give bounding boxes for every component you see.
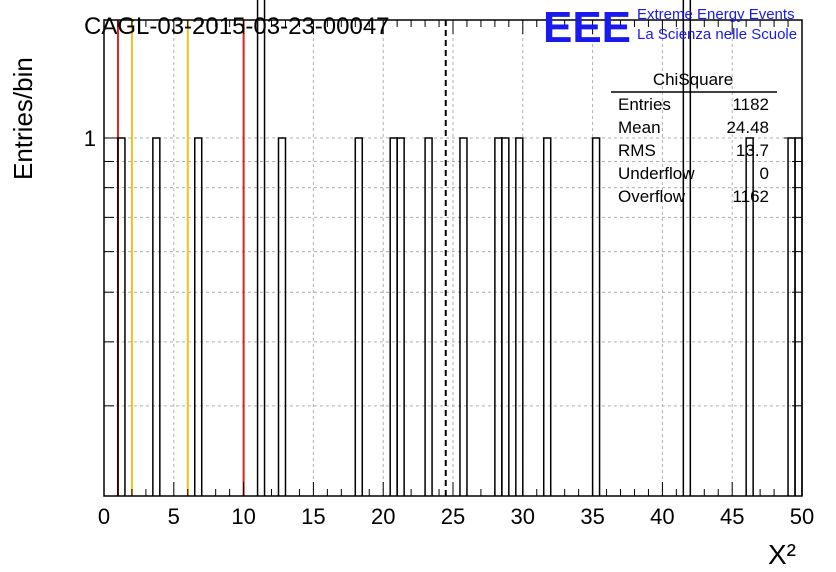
stats-row-label: Mean: [618, 118, 661, 137]
histogram-bar: [277, 137, 287, 496]
y-tick-labels: 1: [84, 126, 96, 151]
stats-row-value: 1162: [732, 187, 769, 206]
histogram-bar: [193, 137, 203, 496]
x-axis-label: X²: [768, 539, 796, 570]
x-tick-label: 10: [231, 504, 255, 529]
histogram-bar: [396, 137, 405, 496]
chart-title: CAGL-03-2015-03-23-00047: [84, 13, 390, 40]
x-tick-label: 45: [720, 504, 744, 529]
logo-line-2: La Scienza nelle Scuole: [637, 26, 797, 43]
x-tick-label: 25: [441, 504, 465, 529]
histogram-bar: [494, 137, 503, 496]
stats-title: ChiSquare: [653, 70, 733, 89]
y-tick-label: 1: [84, 126, 96, 151]
stats-row-value: 0: [760, 164, 769, 183]
axis-ticks: [103, 20, 803, 497]
histogram-bar: [787, 137, 796, 496]
histogram-bar: [256, 0, 266, 496]
stats-row-value: 24.48: [726, 118, 769, 137]
x-tick-label: 15: [301, 504, 325, 529]
stats-row-value: 13.7: [736, 141, 769, 160]
histogram-bar: [459, 137, 468, 496]
histogram-bar: [794, 137, 803, 496]
histogram-bar: [501, 137, 510, 496]
stats-row-label: Underflow: [618, 164, 695, 183]
x-tick-label: 0: [98, 504, 110, 529]
y-axis-label: Entries/bin: [8, 57, 38, 180]
x-tick-label: 40: [650, 504, 674, 529]
histogram-bar: [152, 137, 161, 496]
stats-row-label: RMS: [618, 141, 656, 160]
x-tick-label: 20: [371, 504, 395, 529]
histogram-bar: [424, 137, 433, 496]
stats-row-label: Overflow: [618, 187, 686, 206]
stats-row-value: 1182: [732, 95, 769, 114]
eee-logo: EEE Extreme Energy Events La Scienza nel…: [543, 3, 797, 52]
x-tick-label: 35: [580, 504, 604, 529]
histogram-bar: [682, 0, 692, 496]
stats-box: ChiSquare Entries 1182 Mean 24.48 RMS 13.7 Und…: [611, 70, 777, 206]
histogram-bar: [117, 137, 126, 496]
histogram-bar: [745, 137, 754, 496]
histogram-bar: [354, 137, 364, 496]
histogram-bar: [542, 137, 552, 496]
logo-mark: EEE: [543, 3, 631, 52]
histogram-bar: [591, 137, 601, 496]
x-tick-label: 50: [790, 504, 814, 529]
histogram-bar: [389, 137, 398, 496]
histogram-bar: [515, 137, 524, 496]
logo-line-1: Extreme Energy Events: [637, 6, 795, 23]
x-tick-labels: 0 5 10 15 20 25 30 35 40 45 50: [98, 504, 814, 529]
x-tick-label: 30: [511, 504, 535, 529]
stats-row-label: Entries: [618, 95, 671, 114]
x-tick-label: 5: [168, 504, 180, 529]
